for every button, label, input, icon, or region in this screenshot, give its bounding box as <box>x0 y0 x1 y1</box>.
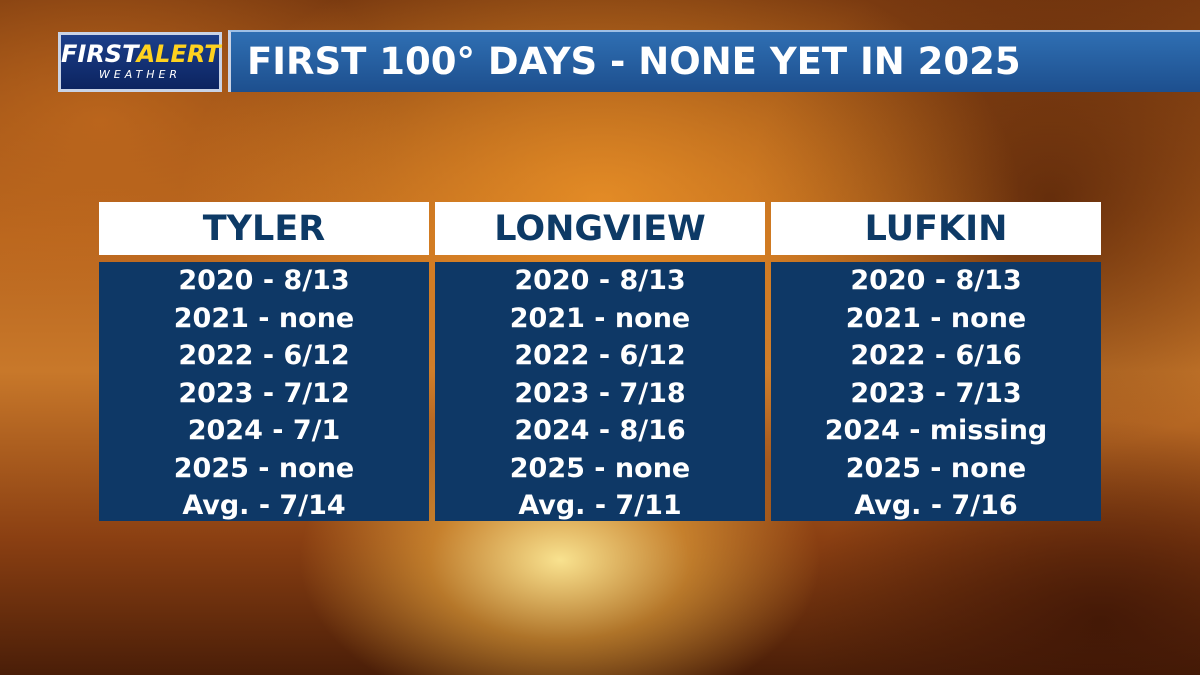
year-entry: 2023 - 7/13 <box>850 377 1022 409</box>
year-entry: 2025 - none <box>173 452 355 484</box>
logo-first: FIRST <box>61 40 137 68</box>
year-entry: 2021 - none <box>845 302 1027 334</box>
city-header: LUFKIN <box>771 202 1101 255</box>
year-entry: 2020 - 8/13 <box>514 265 686 296</box>
year-entry: 2025 - none <box>845 452 1027 484</box>
city-header: LONGVIEW <box>435 202 765 255</box>
year-entry: 2022 - 6/12 <box>514 340 686 371</box>
year-entry: 2021 - none <box>509 302 691 334</box>
year-entry: 2023 - 7/12 <box>178 377 350 409</box>
city-column: LUFKIN 2020 - 8/13 2021 - none 2022 - 6/16 2… <box>771 202 1101 521</box>
logo: FIRSTALERT WEATHER <box>58 32 222 92</box>
year-entry: Avg. - 7/14 <box>182 490 346 521</box>
year-entry: 2023 - 7/18 <box>514 377 686 409</box>
year-entry: 2025 - none <box>509 452 691 484</box>
year-entry: 2022 - 6/16 <box>850 340 1022 371</box>
logo-alert: ALERT <box>136 40 221 68</box>
city-header: TYLER <box>99 202 429 255</box>
year-entry: 2020 - 8/13 <box>178 265 350 296</box>
logo-weather: WEATHER <box>98 68 182 81</box>
city-list: 2020 - 8/13 2021 - none 2022 - 6/16 2023 - … <box>771 262 1101 521</box>
title: FIRST 100° DAYS - NONE YET IN 2025 <box>247 40 1021 83</box>
year-entry: 2024 - 8/16 <box>514 415 686 446</box>
year-entry: 2022 - 6/12 <box>178 340 350 371</box>
city-list: 2020 - 8/13 2021 - none 2022 - 6/12 2023 - … <box>435 262 765 521</box>
year-entry: 2024 - 7/1 <box>187 415 341 446</box>
city-column: LONGVIEW 2020 - 8/13 2021 - none 2022 - 6/1… <box>435 202 765 521</box>
city-column: TYLER 2020 - 8/13 2021 - none 2022 - 6/12 20… <box>99 202 429 521</box>
year-entry: Avg. - 7/11 <box>518 490 682 521</box>
city-list: 2020 - 8/13 2021 - none 2022 - 6/12 2023 - … <box>99 262 429 521</box>
year-entry: Avg. - 7/16 <box>854 490 1018 521</box>
year-entry: 2021 - none <box>173 302 355 334</box>
title-bar: FIRST 100° DAYS - NONE YET IN 2025 <box>228 30 1200 92</box>
year-entry: 2024 - missing <box>824 415 1048 446</box>
year-entry: 2020 - 8/13 <box>850 265 1022 296</box>
